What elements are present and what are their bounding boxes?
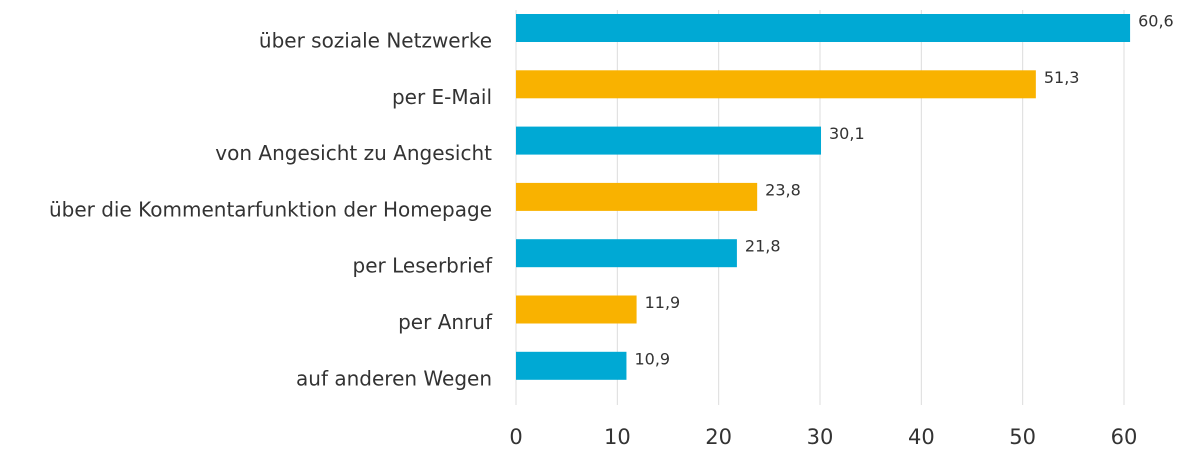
- x-tick-label: 10: [604, 425, 631, 449]
- category-label: per Anruf: [398, 310, 493, 334]
- bar: [516, 239, 737, 268]
- value-label: 11,9: [645, 293, 681, 312]
- category-label: per Leserbrief: [353, 254, 493, 278]
- bar: [516, 295, 637, 324]
- bar: [516, 182, 758, 211]
- x-tick-label: 50: [1009, 425, 1036, 449]
- x-tick-label: 40: [908, 425, 935, 449]
- value-label: 21,8: [745, 237, 781, 256]
- category-label: auf anderen Wegen: [296, 366, 492, 390]
- bar: [516, 14, 1131, 42]
- value-label: 30,1: [829, 124, 865, 143]
- x-tick-label: 20: [705, 425, 732, 449]
- category-label: per E-Mail: [392, 85, 492, 109]
- x-tick-label: 30: [807, 425, 834, 449]
- category-label: von Angesicht zu Angesicht: [215, 141, 492, 165]
- bar: [516, 126, 822, 155]
- value-label: 23,8: [765, 180, 801, 199]
- value-label: 10,9: [634, 349, 670, 368]
- x-tick-label: 0: [509, 425, 522, 449]
- category-label: über soziale Netzwerke: [259, 29, 492, 53]
- x-tick-label: 60: [1111, 425, 1138, 449]
- category-label: über die Kommentarfunktion der Homepage: [49, 197, 492, 221]
- bar: [516, 351, 627, 380]
- value-label: 60,6: [1138, 12, 1174, 31]
- value-label: 51,3: [1044, 68, 1080, 87]
- bar: [516, 70, 1036, 99]
